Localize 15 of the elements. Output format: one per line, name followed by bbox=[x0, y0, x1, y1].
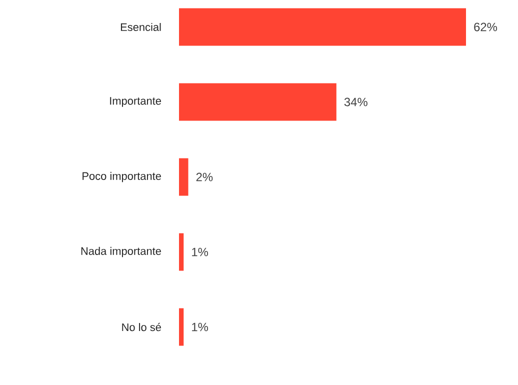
y-tick-label: Esencial bbox=[120, 22, 161, 32]
data-label: 1% bbox=[192, 322, 208, 332]
bar bbox=[179, 233, 184, 271]
data-label: 34% bbox=[344, 98, 368, 106]
data-label: 1% bbox=[192, 248, 208, 256]
bar bbox=[179, 158, 188, 196]
data-label: 2% bbox=[196, 172, 213, 182]
data-label: 62% bbox=[474, 22, 498, 32]
bar bbox=[179, 8, 466, 46]
y-tick-label: Nada importante bbox=[81, 246, 161, 258]
y-tick-label: Poco importante bbox=[82, 172, 161, 182]
bar bbox=[179, 308, 184, 346]
y-tick-label: No lo sé bbox=[122, 322, 161, 332]
bar bbox=[179, 83, 336, 121]
y-tick-label: Importante bbox=[110, 97, 161, 107]
